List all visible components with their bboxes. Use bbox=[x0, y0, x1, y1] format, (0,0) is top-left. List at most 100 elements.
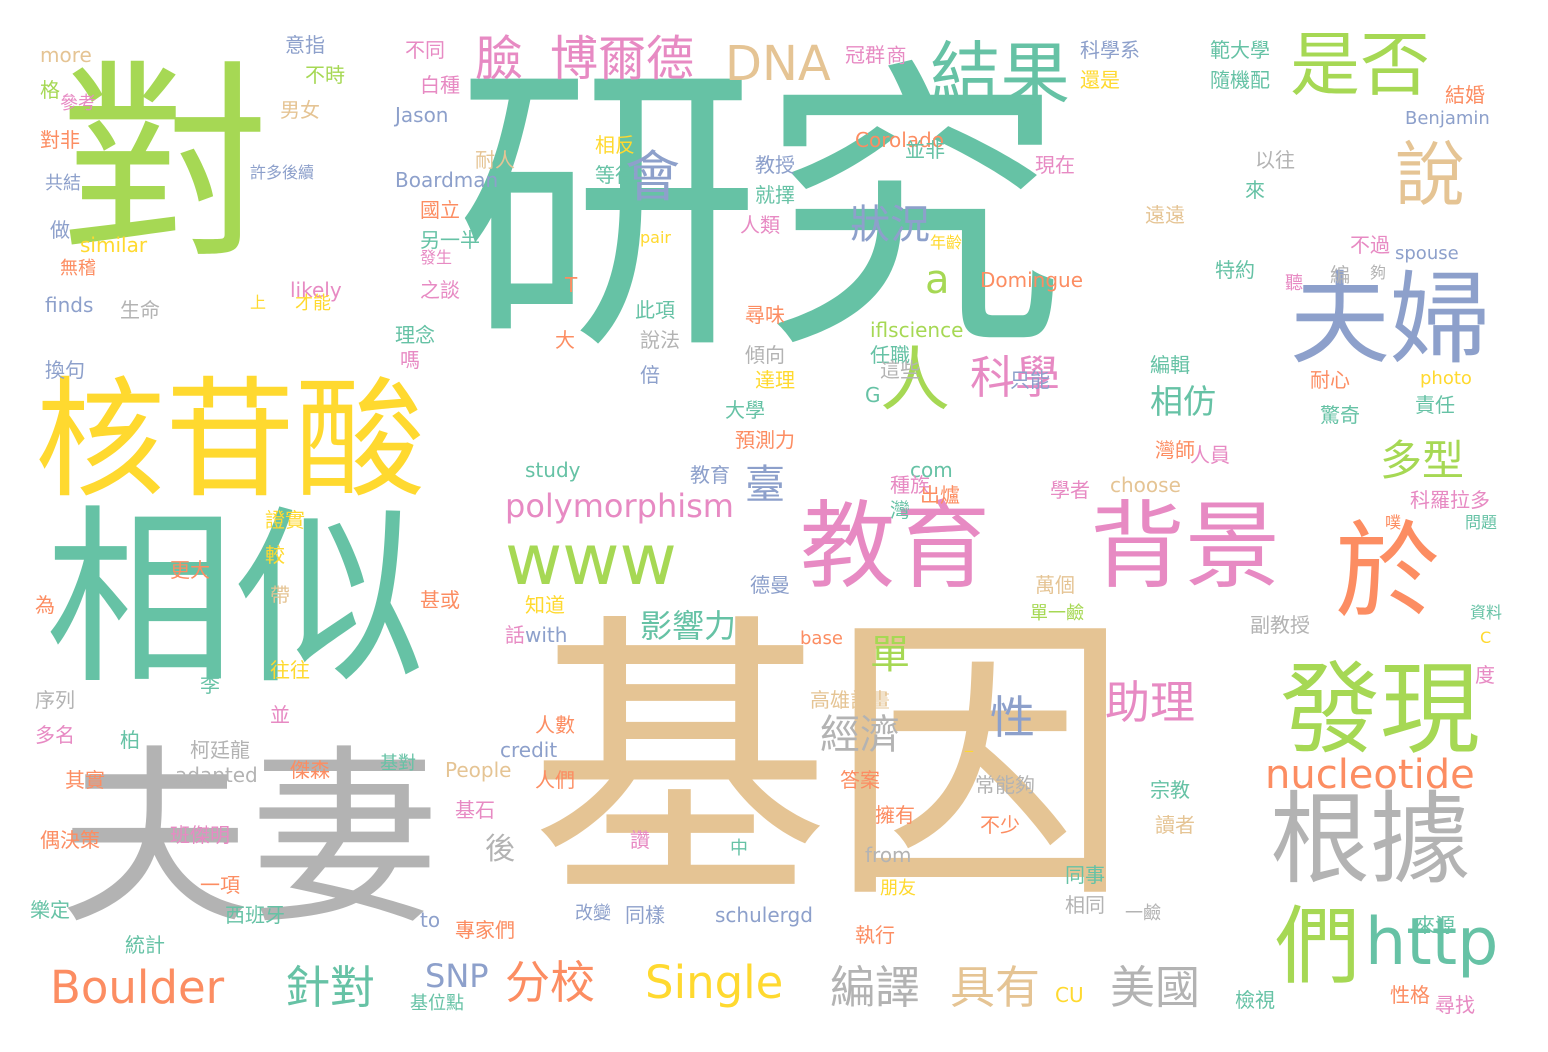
cloud-word: 改變 bbox=[575, 903, 611, 924]
cloud-word: 副教授 bbox=[1250, 613, 1310, 637]
cloud-word: 帶 bbox=[270, 583, 290, 607]
cloud-word: polymorphism bbox=[505, 487, 734, 525]
cloud-word: Domingue bbox=[980, 268, 1084, 292]
cloud-word: similar bbox=[80, 233, 148, 257]
cloud-word: 檢視 bbox=[1235, 988, 1275, 1012]
cloud-word: 格 bbox=[40, 78, 60, 102]
cloud-word: 夫妻 bbox=[60, 729, 441, 950]
cloud-word: 上 bbox=[250, 293, 267, 312]
cloud-word: 答案 bbox=[840, 768, 880, 792]
cloud-word: 人 bbox=[880, 339, 950, 421]
cloud-word: 影響力 bbox=[640, 607, 737, 645]
cloud-word: 序列 bbox=[35, 688, 75, 712]
cloud-word: adapted bbox=[175, 763, 258, 787]
cloud-word: 才能 bbox=[295, 293, 331, 314]
cloud-word: 意指 bbox=[285, 33, 325, 57]
cloud-word: 共結 bbox=[45, 173, 81, 194]
cloud-word: 相反 bbox=[595, 133, 635, 157]
cloud-word: Jason bbox=[395, 103, 449, 127]
cloud-word: 較 bbox=[265, 543, 285, 567]
cloud-word: choose bbox=[1110, 473, 1181, 497]
cloud-word: spouse bbox=[1395, 243, 1459, 264]
cloud-word: 就擇 bbox=[755, 183, 795, 207]
cloud-word: 不同 bbox=[405, 38, 445, 62]
cloud-word: 編 bbox=[1330, 263, 1350, 287]
cloud-word: base bbox=[800, 628, 843, 649]
cloud-word: 人員 bbox=[1190, 443, 1230, 467]
cloud-word: Single bbox=[645, 956, 784, 1009]
cloud-word: 預測力 bbox=[735, 428, 795, 452]
cloud-word: 研究 bbox=[455, 35, 1065, 390]
cloud-word: 聽 bbox=[1285, 273, 1303, 294]
cloud-word: 單一鹼 bbox=[1030, 603, 1084, 624]
cloud-word: 單 bbox=[870, 632, 910, 678]
cloud-word: 夠 bbox=[1370, 263, 1387, 282]
cloud-word: _ bbox=[965, 733, 973, 752]
cloud-word: 倍 bbox=[640, 363, 660, 387]
cloud-word: 以往 bbox=[1255, 148, 1295, 172]
cloud-word: 科羅拉多 bbox=[1410, 488, 1490, 512]
cloud-word: 教授 bbox=[755, 153, 795, 177]
cloud-word: 說法 bbox=[640, 328, 680, 352]
cloud-word: 博爾德 bbox=[550, 31, 695, 87]
cloud-word: 朋友 bbox=[880, 878, 916, 899]
cloud-word: 同事 bbox=[1065, 863, 1105, 887]
cloud-word: 冠群 bbox=[845, 43, 885, 67]
cloud-word: People bbox=[445, 758, 512, 782]
cloud-word: 一項 bbox=[200, 873, 240, 897]
cloud-word: 任職 bbox=[870, 343, 910, 367]
cloud-word: 責任 bbox=[1415, 393, 1455, 417]
cloud-word: pair bbox=[640, 228, 671, 247]
cloud-word: 多型 bbox=[1380, 436, 1465, 485]
cloud-word: 特約 bbox=[1215, 258, 1255, 282]
cloud-word: 萬個 bbox=[1035, 573, 1075, 597]
cloud-word: 尋味 bbox=[745, 303, 785, 327]
cloud-word: 並 bbox=[270, 703, 290, 727]
cloud-word: nucleotide bbox=[1265, 752, 1475, 798]
cloud-word: 偶決策 bbox=[40, 828, 100, 852]
cloud-word: 相同 bbox=[1065, 893, 1105, 917]
cloud-word: 編譯 bbox=[830, 961, 921, 1014]
cloud-word: 夫婦 bbox=[1290, 261, 1490, 378]
cloud-word: 理念 bbox=[395, 323, 435, 347]
cloud-word: 樂定 bbox=[30, 898, 70, 922]
cloud-word: 多名 bbox=[35, 723, 75, 747]
cloud-word: to bbox=[420, 908, 441, 932]
cloud-word: 基位點 bbox=[410, 993, 464, 1014]
cloud-word: 教育 bbox=[800, 492, 991, 602]
cloud-word: 範大學 bbox=[1210, 38, 1270, 62]
cloud-word: DNA bbox=[725, 36, 831, 92]
cloud-word: 學者 bbox=[1050, 478, 1090, 502]
cloud-word: 臺 bbox=[745, 462, 785, 508]
cloud-word: 為 bbox=[35, 593, 55, 617]
cloud-word: 結果 bbox=[930, 34, 1070, 116]
cloud-word: 來 bbox=[1245, 178, 1265, 202]
cloud-word: 擁有 bbox=[875, 803, 915, 827]
cloud-word: 宗教 bbox=[1150, 778, 1190, 802]
cloud-word: 商 bbox=[883, 45, 907, 65]
cloud-word: 性格 bbox=[1390, 983, 1430, 1007]
cloud-word: G bbox=[865, 383, 881, 407]
cloud-word: 柏 bbox=[120, 728, 140, 752]
cloud-word: study bbox=[525, 458, 581, 482]
cloud-word: 於 bbox=[1335, 511, 1441, 633]
cloud-word: 人數 bbox=[535, 713, 575, 737]
cloud-word: 助理 bbox=[1105, 676, 1196, 729]
cloud-word: 問題 bbox=[1465, 513, 1498, 532]
cloud-word: 人們 bbox=[535, 768, 575, 792]
cloud-word: 遠遠 bbox=[1145, 203, 1185, 227]
cloud-word: 度 bbox=[1475, 663, 1495, 687]
cloud-word: 白種 bbox=[420, 73, 460, 97]
cloud-word: a bbox=[925, 257, 950, 303]
cloud-word: iflscience bbox=[870, 318, 964, 342]
cloud-word: 噗 bbox=[1385, 513, 1402, 532]
cloud-word: 灣 bbox=[890, 498, 910, 522]
cloud-word: 專家們 bbox=[455, 918, 515, 942]
cloud-word: 基石 bbox=[455, 798, 495, 822]
cloud-word: 根據 bbox=[1270, 781, 1470, 898]
cloud-word: 高雄計畫 bbox=[810, 688, 890, 712]
cloud-word: schulergd bbox=[715, 903, 813, 927]
cloud-word: 發生 bbox=[420, 248, 453, 267]
cloud-word: 背景 bbox=[1090, 492, 1281, 602]
cloud-word: 狀況 bbox=[850, 202, 930, 248]
